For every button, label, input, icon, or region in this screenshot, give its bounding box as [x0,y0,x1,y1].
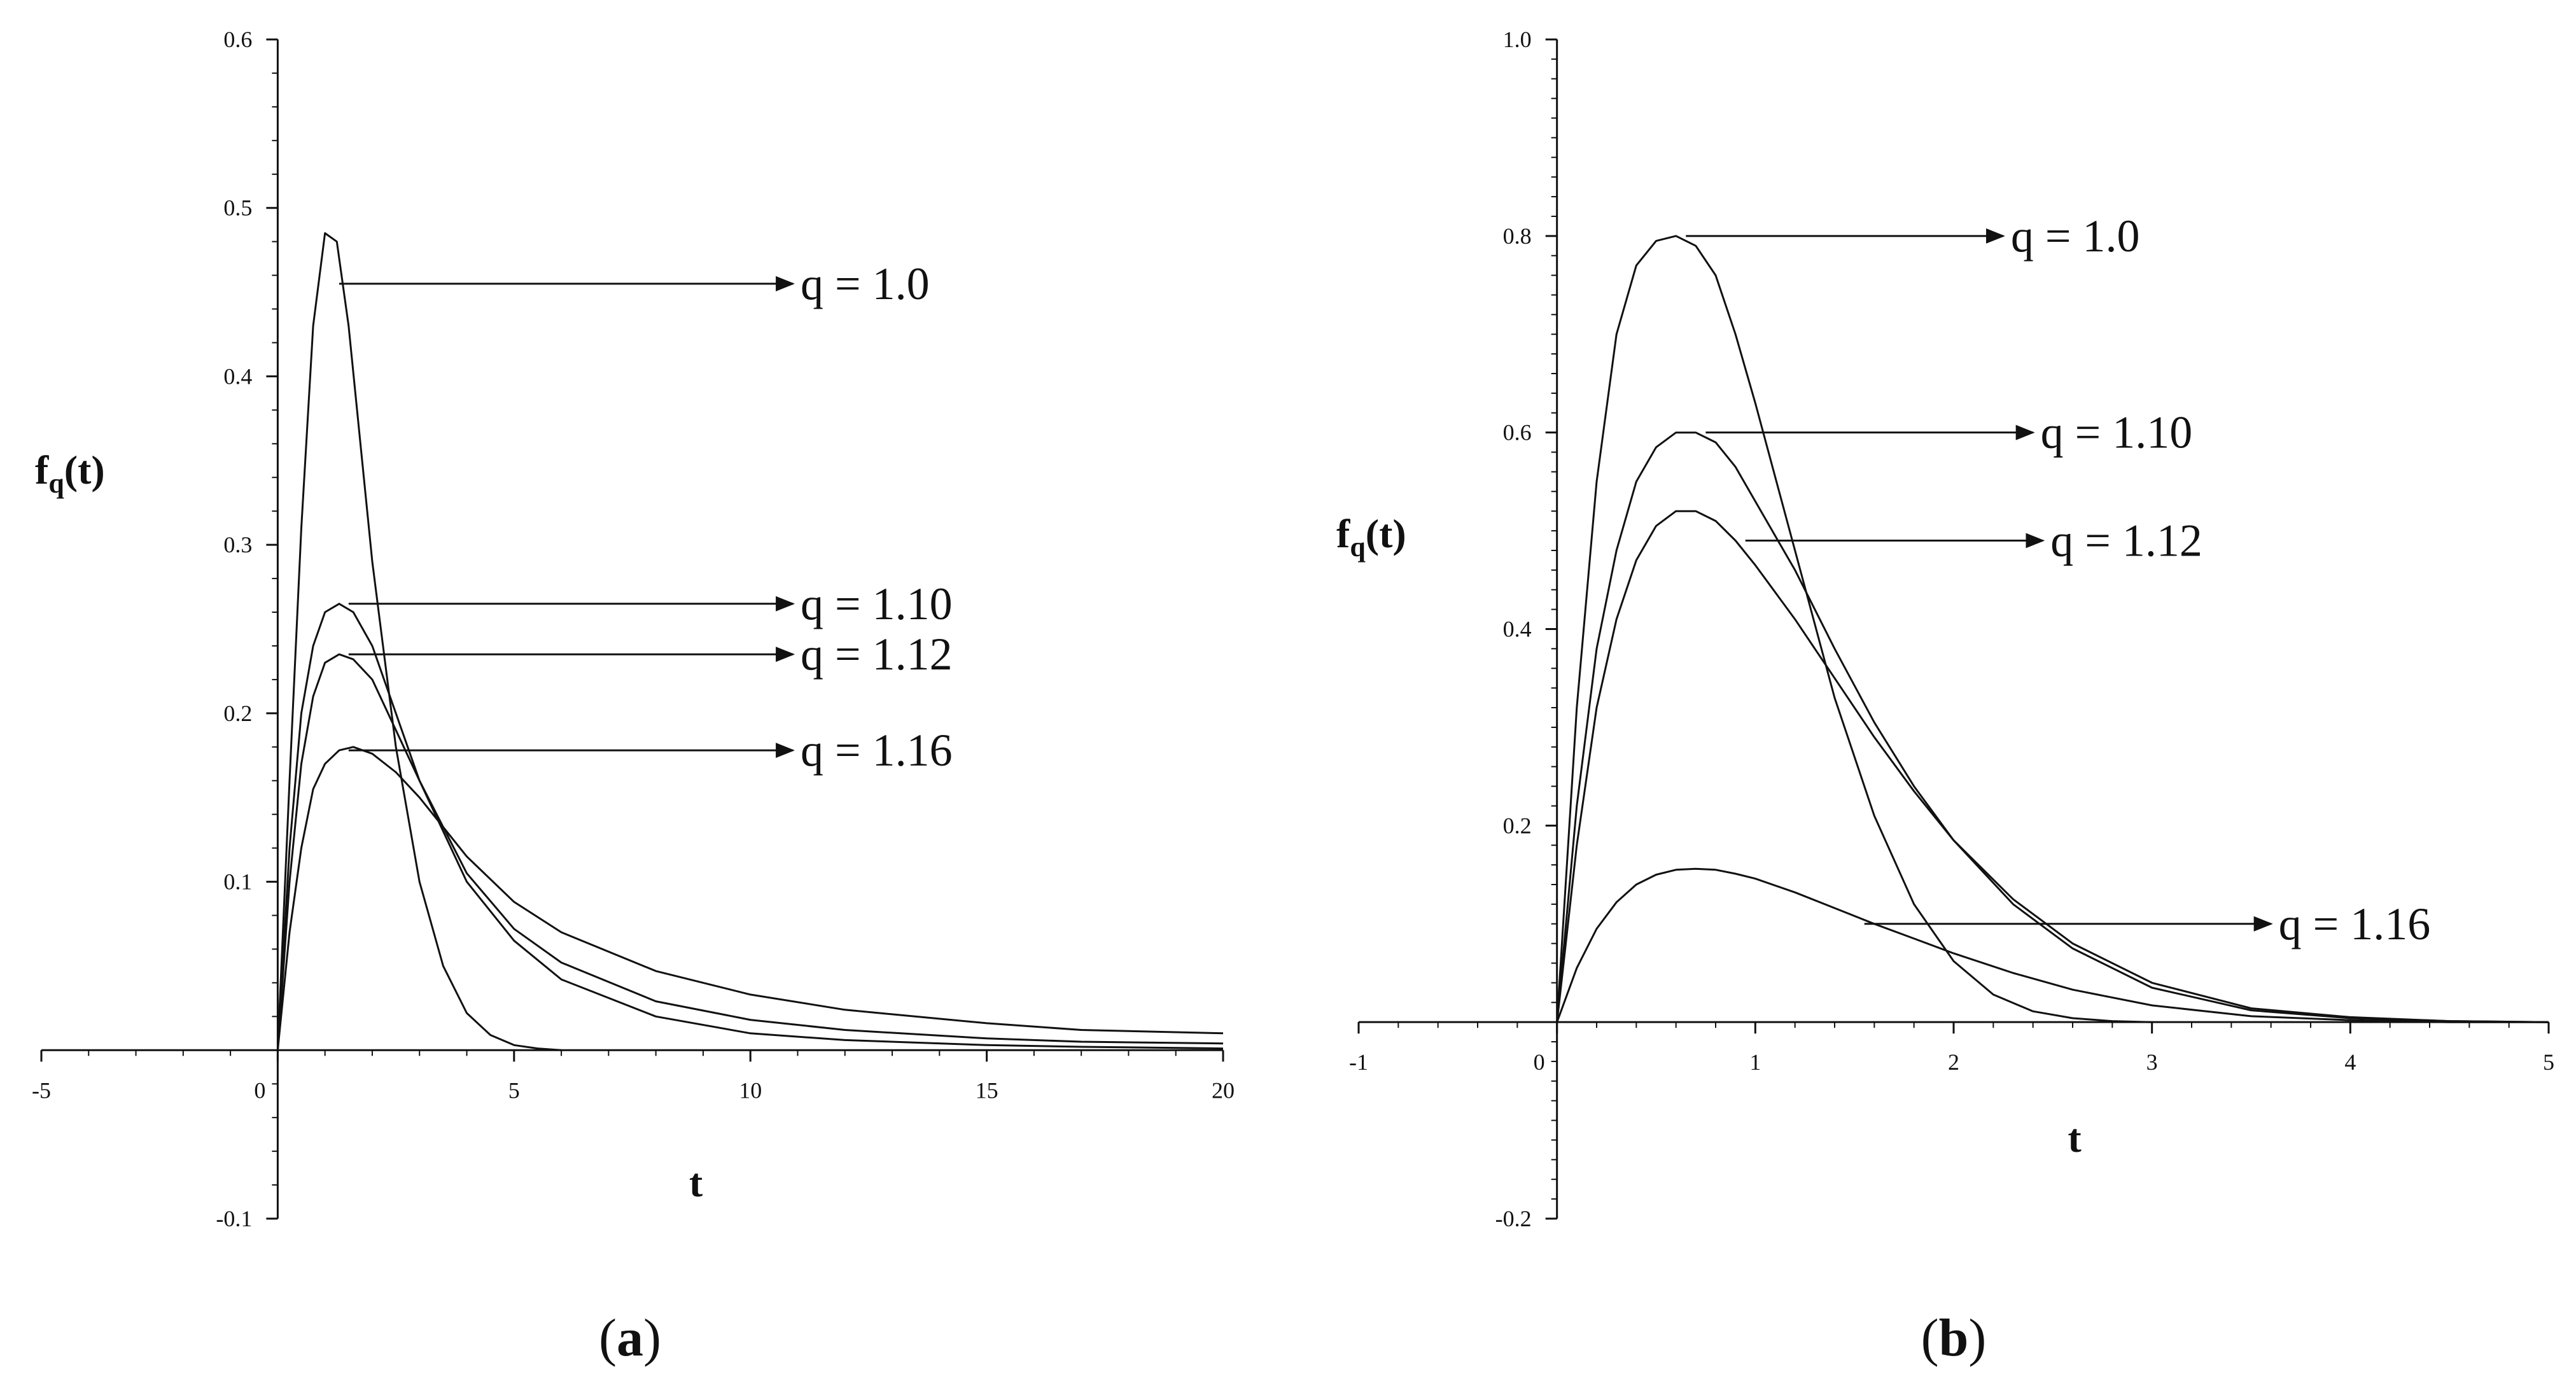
x-tick-label: -5 [32,1077,51,1103]
series-line-1 [1556,235,2152,1023]
x-tick-label: 15 [976,1077,998,1103]
series-line-2 [1556,431,2549,1023]
series-line-4 [276,746,1224,1051]
panel-a: -5 0 5 10 15 20 -0.1 0.1 0.2 0.3 0.4 0.5 0.6 t fq(t) q … [32,27,1235,1368]
series-annotation: q = 1.16 [2279,899,2431,949]
x-tick-label: 0 [254,1077,265,1103]
y-axis-label: fq(t) [35,447,105,499]
series-annotation: q = 1.16 [801,725,953,776]
x-tick-label: 20 [1212,1077,1235,1103]
x-tick-label: 0 [1534,1049,1545,1075]
y-tick-label: 0.8 [1503,223,1532,249]
y-tick-label: -0.1 [216,1206,252,1231]
y-tick-label: 0.3 [223,532,252,557]
y-tick-label: 0.1 [223,869,252,895]
x-tick-label: 10 [739,1077,762,1103]
series-annotation: q = 1.12 [2050,515,2202,566]
y-tick-label: 0.2 [1503,813,1532,838]
y-axis-label: fq(t) [1336,511,1406,563]
series-line-3 [1556,510,2549,1023]
y-tick-label: -0.2 [1495,1206,1532,1231]
series-line-4 [1556,867,2549,1023]
x-axis-label: t [2068,1116,2082,1161]
x-tick-label: 4 [2344,1049,2356,1075]
x-axis-label: t [689,1160,703,1205]
x-tick-label: -1 [1349,1049,1368,1075]
series-annotation: q = 1.10 [801,578,953,629]
x-tick-label: 5 [508,1077,520,1103]
series-line-3 [276,653,1224,1051]
panel-caption: (a) [599,1308,661,1368]
series-line-1 [276,232,562,1051]
x-tick-label: 2 [1948,1049,1959,1075]
series-annotation: q = 1.0 [2011,211,2140,262]
y-tick-label: 0.2 [223,701,252,726]
y-tick-label: 0.4 [1503,617,1532,642]
y-tick-label: 0.6 [1503,420,1532,445]
x-tick-label: 5 [2543,1049,2554,1075]
series-annotation: q = 1.0 [801,258,930,309]
x-tick-label: 1 [1749,1049,1761,1075]
y-tick-label: 1.0 [1503,27,1532,52]
series-annotation: q = 1.12 [801,629,953,680]
panel-b: -1 0 1 2 3 4 5 -0.2 0.2 0.4 0.6 0.8 1.0 t fq(t) q = 1.0… [1336,27,2554,1368]
y-tick-label: 0.6 [223,27,252,52]
y-tick-label: 0.4 [223,363,252,389]
series-annotation: q = 1.10 [2041,407,2193,458]
x-tick-label: 3 [2146,1049,2158,1075]
panel-caption: (b) [1921,1308,1987,1368]
y-tick-label: 0.5 [223,195,252,221]
series-line-2 [276,603,1224,1051]
